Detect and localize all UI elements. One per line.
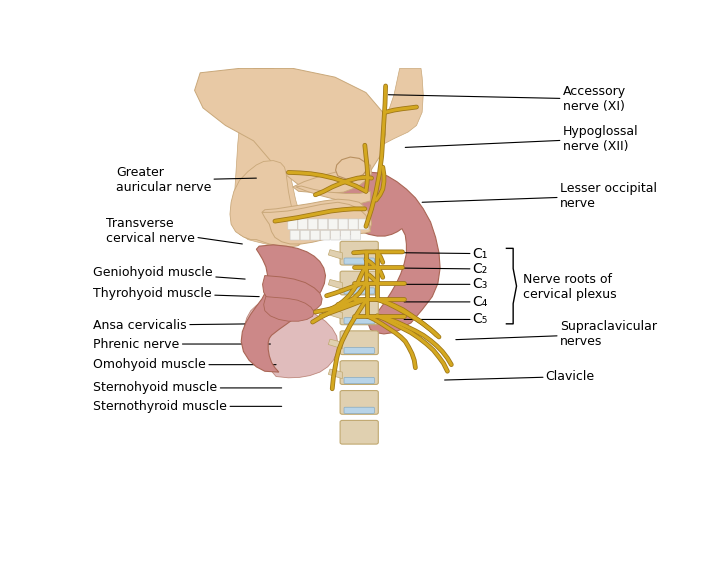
Polygon shape	[194, 68, 386, 193]
FancyBboxPatch shape	[344, 288, 374, 294]
Polygon shape	[241, 245, 326, 372]
FancyBboxPatch shape	[340, 361, 378, 384]
FancyBboxPatch shape	[344, 348, 374, 353]
Text: Sternothyroid muscle: Sternothyroid muscle	[94, 400, 281, 413]
FancyBboxPatch shape	[320, 230, 330, 240]
FancyBboxPatch shape	[340, 390, 378, 414]
FancyBboxPatch shape	[340, 241, 378, 265]
Text: Omohyoid muscle: Omohyoid muscle	[94, 358, 276, 371]
FancyBboxPatch shape	[298, 219, 307, 230]
FancyBboxPatch shape	[351, 230, 360, 240]
Text: Thyrohyoid muscle: Thyrohyoid muscle	[94, 287, 260, 300]
FancyBboxPatch shape	[359, 219, 368, 230]
Polygon shape	[328, 369, 342, 378]
Polygon shape	[262, 275, 322, 314]
FancyBboxPatch shape	[300, 230, 310, 240]
Polygon shape	[264, 296, 314, 321]
Polygon shape	[328, 310, 342, 319]
Polygon shape	[296, 186, 370, 203]
Text: C₄: C₄	[404, 295, 488, 309]
FancyBboxPatch shape	[344, 407, 374, 413]
Text: Lesser occipital
nerve: Lesser occipital nerve	[422, 182, 657, 210]
Text: Accessory
nerve (XI): Accessory nerve (XI)	[389, 85, 626, 113]
FancyBboxPatch shape	[318, 219, 328, 230]
Polygon shape	[262, 199, 371, 233]
Polygon shape	[244, 300, 338, 378]
FancyBboxPatch shape	[331, 230, 340, 240]
FancyBboxPatch shape	[290, 230, 299, 240]
Text: Nerve roots of
cervical plexus: Nerve roots of cervical plexus	[523, 272, 617, 300]
Text: Hypoglossal
nerve (XII): Hypoglossal nerve (XII)	[405, 125, 638, 153]
FancyBboxPatch shape	[310, 230, 320, 240]
FancyBboxPatch shape	[344, 377, 374, 384]
FancyBboxPatch shape	[344, 258, 374, 264]
Text: C₃: C₃	[404, 278, 488, 291]
Text: C₂: C₂	[404, 262, 488, 276]
Polygon shape	[233, 68, 304, 247]
FancyBboxPatch shape	[328, 219, 338, 230]
Polygon shape	[328, 339, 342, 349]
Text: Clavicle: Clavicle	[444, 370, 595, 383]
Polygon shape	[328, 279, 342, 289]
Polygon shape	[230, 161, 303, 247]
Polygon shape	[336, 157, 367, 179]
Text: Ansa cervicalis: Ansa cervicalis	[94, 319, 254, 332]
Text: Transverse
cervical nerve: Transverse cervical nerve	[107, 217, 242, 245]
FancyBboxPatch shape	[344, 317, 374, 324]
Text: Phrenic nerve: Phrenic nerve	[94, 337, 270, 351]
Text: Geniohyoid muscle: Geniohyoid muscle	[94, 266, 245, 279]
FancyBboxPatch shape	[288, 219, 297, 230]
Polygon shape	[328, 250, 342, 259]
FancyBboxPatch shape	[341, 230, 350, 240]
FancyBboxPatch shape	[340, 271, 378, 295]
Polygon shape	[336, 172, 440, 334]
Polygon shape	[293, 165, 371, 193]
FancyBboxPatch shape	[349, 219, 358, 230]
Polygon shape	[262, 202, 370, 244]
Polygon shape	[339, 68, 423, 156]
FancyBboxPatch shape	[308, 219, 318, 230]
Text: C₁: C₁	[404, 247, 488, 260]
Text: Supraclavicular
nerves: Supraclavicular nerves	[456, 320, 657, 348]
Text: C₅: C₅	[404, 312, 488, 327]
FancyBboxPatch shape	[339, 219, 348, 230]
Text: Greater
auricular nerve: Greater auricular nerve	[116, 166, 257, 194]
FancyBboxPatch shape	[340, 331, 378, 355]
FancyBboxPatch shape	[340, 421, 378, 444]
FancyBboxPatch shape	[340, 301, 378, 325]
Text: Sternohyoid muscle: Sternohyoid muscle	[94, 381, 281, 394]
